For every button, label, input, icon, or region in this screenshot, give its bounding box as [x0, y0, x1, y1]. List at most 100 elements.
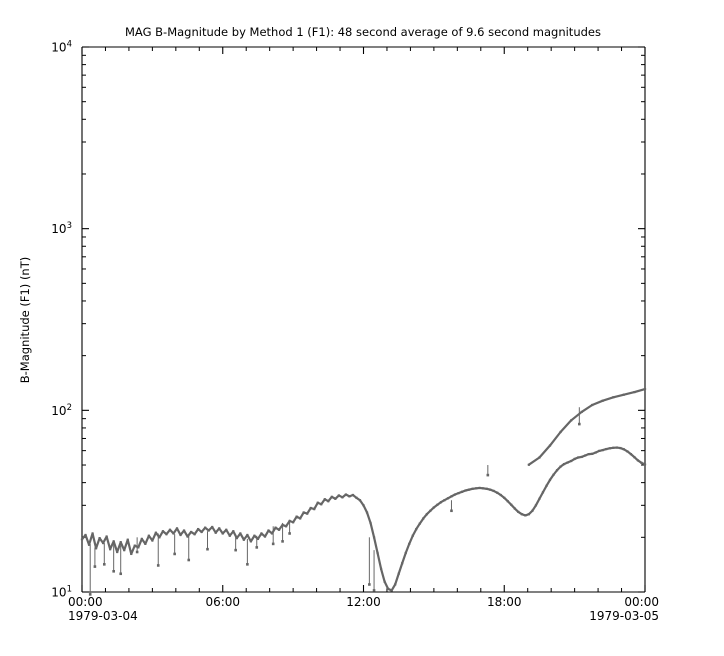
x-axis-left-date: 1979-03-04: [68, 609, 138, 623]
data-point: [622, 393, 625, 396]
data-point: [566, 461, 569, 464]
data-point: [422, 517, 425, 520]
data-point: [140, 537, 143, 541]
data-point: [263, 535, 267, 538]
data-point: [510, 503, 513, 506]
data-point: [288, 519, 291, 523]
data-point: [383, 580, 386, 583]
data-point: [186, 535, 189, 538]
spike-endpoint: [450, 509, 453, 513]
data-point: [555, 469, 559, 472]
data-point: [362, 504, 365, 507]
data-point: [450, 495, 453, 498]
spike-endpoint: [102, 563, 106, 566]
data-point: [179, 533, 182, 537]
data-point: [168, 528, 172, 531]
data-point: [91, 532, 94, 535]
data-point: [439, 501, 443, 504]
data-point: [295, 515, 298, 518]
data-point: [467, 488, 471, 491]
data-point: [228, 534, 231, 537]
data-point: [629, 453, 633, 456]
data-point: [253, 534, 256, 537]
data-point: [527, 463, 530, 466]
data-point: [302, 511, 305, 514]
data-point: [130, 552, 133, 556]
data-point: [242, 538, 245, 541]
data-point: [492, 489, 495, 493]
data-point: [605, 447, 608, 451]
data-point: [214, 531, 217, 534]
data-point: [503, 496, 506, 499]
data-point: [161, 530, 165, 533]
data-point: [573, 457, 576, 461]
data-point: [570, 419, 573, 422]
data-point: [256, 537, 260, 541]
data-point: [471, 487, 474, 490]
data-point: [330, 495, 333, 498]
data-point: [144, 542, 147, 545]
data-point: [475, 487, 478, 490]
data-point: [643, 463, 647, 466]
data-spikes: [88, 407, 581, 596]
data-point: [562, 462, 566, 466]
data-point: [464, 489, 467, 492]
data-point: [591, 403, 594, 407]
data-point: [260, 532, 263, 535]
data-point: [80, 538, 84, 541]
data-point: [622, 448, 625, 451]
data-point: [235, 537, 238, 540]
data-point: [619, 446, 622, 450]
data-point: [513, 507, 516, 510]
data-point: [394, 583, 397, 586]
spike-endpoint: [578, 422, 581, 426]
spike-endpoint: [206, 547, 209, 551]
data-point: [411, 534, 414, 537]
spike-endpoint: [93, 565, 97, 568]
data-point: [489, 488, 492, 491]
data-point: [225, 528, 228, 531]
data-point: [379, 567, 383, 571]
data-point: [218, 527, 221, 530]
spike-endpoint: [112, 570, 115, 573]
x-tick-label: 00:00: [624, 595, 659, 609]
data-point: [541, 491, 545, 494]
data-point: [534, 504, 538, 507]
data-point: [165, 533, 168, 536]
data-point: [313, 507, 316, 511]
data-point: [577, 456, 580, 459]
data-point: [87, 543, 91, 546]
data-point: [531, 509, 534, 512]
data-point: [601, 449, 604, 452]
spike-endpoint: [173, 552, 176, 556]
x-axis-right-date: 1979-03-05: [589, 609, 659, 623]
data-point: [239, 532, 242, 535]
data-point: [182, 529, 186, 532]
data-point: [119, 541, 122, 544]
data-point: [429, 509, 432, 512]
spike-endpoint: [372, 589, 376, 592]
data-point: [369, 521, 372, 525]
data-point: [341, 496, 344, 499]
data-point: [408, 542, 411, 545]
data-point: [309, 506, 312, 510]
data-point: [334, 497, 337, 500]
data-point: [126, 538, 129, 541]
data-point: [548, 478, 552, 482]
spike-endpoint: [88, 593, 92, 596]
data-point: [320, 503, 323, 506]
data-point: [172, 532, 175, 535]
data-point: [404, 551, 407, 555]
spike-endpoint: [486, 473, 490, 477]
data-point: [84, 533, 87, 537]
data-point: [351, 493, 355, 497]
spike-endpoint: [234, 548, 237, 552]
data-point: [98, 537, 101, 540]
data-point: [552, 473, 555, 476]
data-point: [358, 499, 362, 502]
data-point: [348, 495, 351, 498]
data-point: [299, 517, 302, 520]
data-point: [316, 501, 319, 504]
